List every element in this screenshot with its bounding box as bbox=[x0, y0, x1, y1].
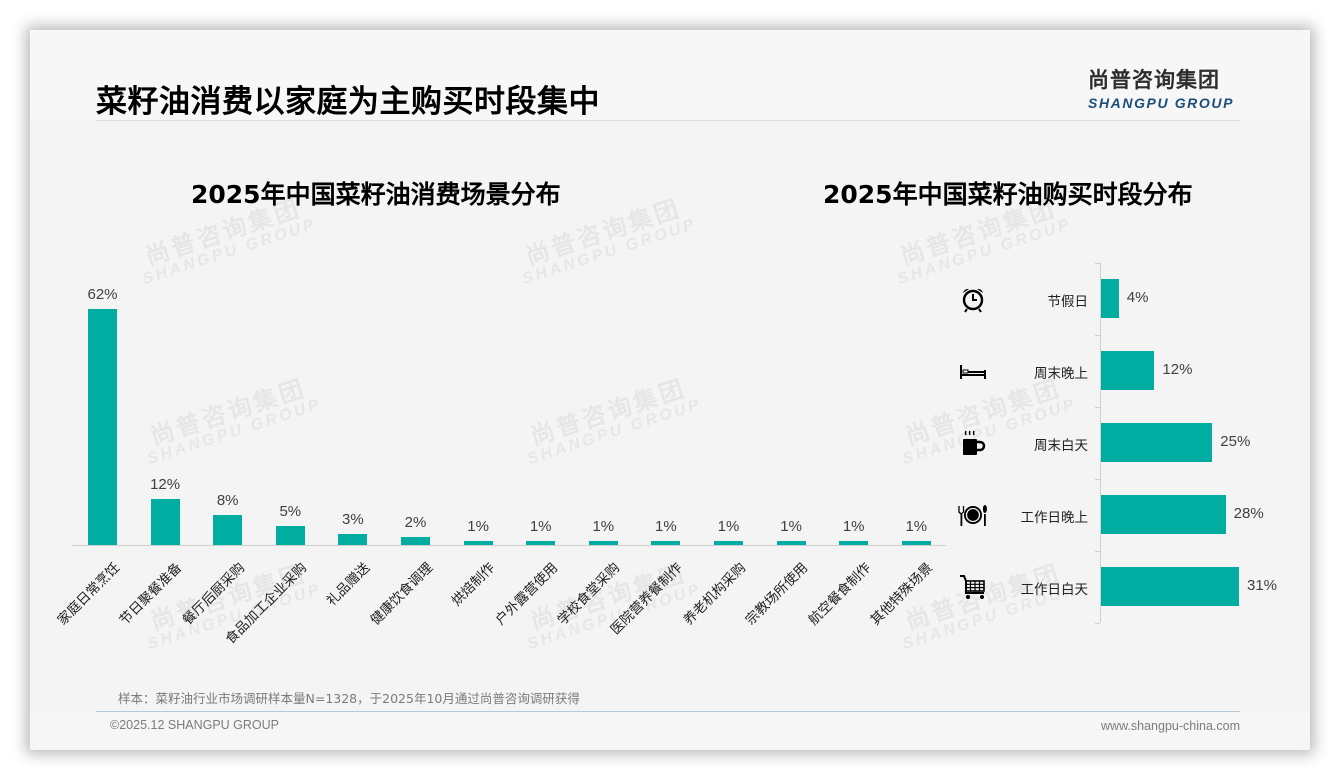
watermark: 尚普咨询集团 SHANGPU GROUP bbox=[518, 373, 704, 469]
watermark-en: SHANGPU GROUP bbox=[520, 215, 699, 289]
category-label: 节假日 bbox=[1047, 294, 1089, 310]
category-label: 烘焙制作 bbox=[448, 559, 499, 610]
copyright: ©2025.12 SHANGPU GROUP bbox=[110, 718, 279, 732]
bar-value-label: 62% bbox=[87, 286, 118, 303]
bar-value-label: 1% bbox=[717, 518, 740, 536]
category-label: 节日聚餐准备 bbox=[116, 559, 186, 629]
watermark-en: SHANGPU GROUP bbox=[525, 395, 704, 469]
bar-value-label: 1% bbox=[780, 518, 802, 536]
y-axis-tick bbox=[1095, 623, 1100, 624]
company-logo: 尚普咨询集团 SHANGPU GROUP bbox=[1088, 64, 1240, 111]
bar-value-label: 28% bbox=[1233, 505, 1264, 522]
bar-value-label: 5% bbox=[279, 502, 302, 520]
hbar bbox=[1101, 279, 1119, 318]
y-axis bbox=[1100, 263, 1101, 623]
logo-cn: 尚普咨询集团 bbox=[1088, 68, 1220, 92]
sample-note: 样本：菜籽油行业市场调研样本量N=1328，于2025年10月通过尚普咨询调研获… bbox=[118, 691, 580, 706]
category-label: 健康饮食调理 bbox=[367, 559, 436, 629]
website-url: www.shangpu-china.com bbox=[1101, 719, 1240, 733]
coffee-mug-icon bbox=[958, 428, 988, 458]
alarm-clock-icon bbox=[958, 284, 988, 314]
category-label: 周末白天 bbox=[1034, 438, 1088, 454]
category-label: 宗教场所使用 bbox=[742, 559, 812, 629]
header-band bbox=[30, 30, 1310, 120]
footer-band bbox=[30, 712, 1310, 750]
category-label: 礼品赠送 bbox=[323, 559, 374, 610]
bar bbox=[776, 541, 806, 545]
bar-value-label: 31% bbox=[1247, 577, 1278, 594]
watermark-en: SHANGPU GROUP bbox=[900, 395, 1079, 469]
bar-value-label: 25% bbox=[1220, 433, 1251, 450]
bar bbox=[463, 541, 493, 545]
bar-value-label: 1% bbox=[842, 518, 865, 536]
chart2-title: 2025年中国菜籽油购买时段分布 bbox=[823, 180, 1193, 209]
bar bbox=[714, 541, 743, 545]
watermark-en: SHANGPU GROUP bbox=[895, 215, 1074, 289]
chart1-title: 2025年中国菜籽油消费场景分布 bbox=[191, 180, 561, 209]
watermark-en: SHANGPU GROUP bbox=[140, 215, 319, 289]
logo-en: SHANGPU GROUP bbox=[1088, 95, 1235, 111]
bar bbox=[150, 499, 180, 545]
bar bbox=[88, 309, 117, 545]
bar bbox=[651, 541, 681, 545]
hbar bbox=[1101, 423, 1213, 462]
category-label: 航空餐食制作 bbox=[805, 559, 874, 629]
x-axis bbox=[72, 545, 946, 546]
category-label: 养老机构采购 bbox=[680, 559, 749, 629]
hbar bbox=[1101, 567, 1239, 606]
bar bbox=[901, 541, 931, 545]
y-axis-tick bbox=[1095, 335, 1100, 336]
category-label: 工作日晚上 bbox=[1020, 510, 1089, 526]
slide: 尚普咨询集团 SHANGPU GROUP 尚普咨询集团 SHANGPU GROUP 尚普… bbox=[30, 30, 1310, 750]
category-label: 工作日白天 bbox=[1020, 582, 1089, 598]
shopping-cart-icon bbox=[958, 572, 988, 602]
category-label: 家庭日常烹饪 bbox=[54, 559, 123, 629]
bar bbox=[526, 541, 556, 545]
y-axis-tick bbox=[1095, 479, 1100, 480]
hbar bbox=[1101, 351, 1155, 390]
hbar bbox=[1101, 495, 1226, 534]
bed-icon bbox=[958, 356, 988, 386]
bar bbox=[338, 533, 368, 545]
category-label: 周末晚上 bbox=[1034, 366, 1088, 382]
watermark-cn: 尚普咨询集团 bbox=[526, 374, 690, 451]
bar-value-label: 3% bbox=[342, 510, 364, 528]
bar-value-label: 2% bbox=[404, 514, 427, 532]
page-title: 菜籽油消费以家庭为主购买时段集中 bbox=[96, 84, 600, 120]
bar-value-label: 1% bbox=[905, 518, 928, 536]
bar bbox=[839, 541, 869, 545]
watermark-cn: 尚普咨询集团 bbox=[146, 374, 310, 451]
bar bbox=[213, 514, 243, 545]
category-label: 其他特殊场景 bbox=[867, 559, 937, 629]
bar-value-label: 1% bbox=[467, 518, 489, 536]
category-label: 户外露营使用 bbox=[492, 559, 561, 629]
bar-value-label: 1% bbox=[655, 518, 677, 536]
watermark: 尚普咨询集团 SHANGPU GROUP bbox=[138, 373, 324, 469]
footer-divider bbox=[96, 711, 1240, 712]
bar bbox=[588, 541, 618, 545]
bar-value-label: 8% bbox=[216, 491, 239, 509]
bar-value-label: 1% bbox=[592, 518, 615, 536]
bar-value-label: 4% bbox=[1126, 289, 1149, 306]
bar-value-label: 1% bbox=[529, 518, 552, 536]
watermark-en: SHANGPU GROUP bbox=[145, 395, 324, 469]
bar-value-label: 12% bbox=[1162, 361, 1193, 378]
plate-cutlery-icon bbox=[958, 500, 988, 530]
title-divider bbox=[96, 120, 1240, 121]
y-axis-tick bbox=[1095, 407, 1100, 408]
y-axis-tick bbox=[1095, 551, 1100, 552]
bar-value-label: 12% bbox=[150, 476, 181, 494]
bar bbox=[275, 525, 305, 545]
y-axis-tick bbox=[1095, 263, 1100, 264]
bar bbox=[401, 537, 430, 545]
